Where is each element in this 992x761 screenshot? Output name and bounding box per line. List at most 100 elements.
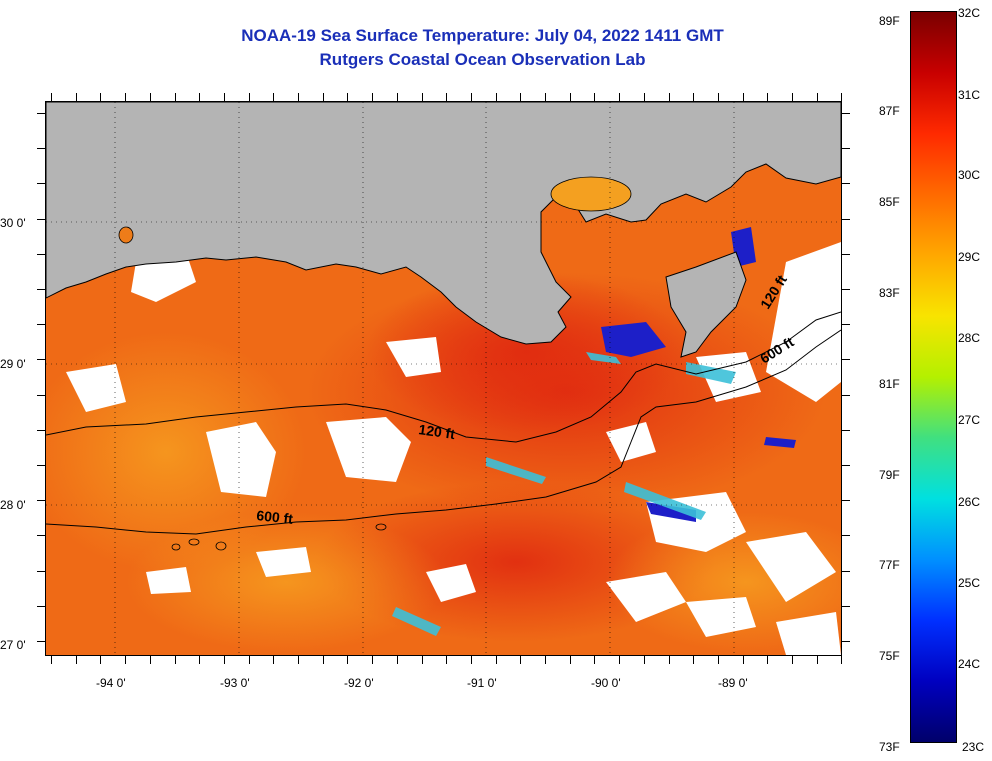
axis-tick	[767, 656, 769, 664]
axis-tick	[149, 93, 151, 101]
axis-tick	[619, 656, 621, 664]
axis-tick	[421, 656, 423, 664]
axis-tick	[273, 93, 275, 101]
axis-tick	[569, 656, 571, 664]
axis-tick	[792, 656, 793, 664]
contour-label-600ft: 600 ft	[256, 507, 294, 527]
axis-tick	[446, 93, 448, 101]
colorbar-label-c: 28C	[958, 331, 981, 345]
axis-tick	[693, 656, 695, 664]
colorbar-label-c: 24C	[958, 657, 981, 671]
axis-tick	[37, 500, 45, 502]
axis-tick	[223, 656, 225, 664]
axis-tick	[495, 656, 497, 664]
axis-tick	[372, 656, 374, 664]
axis-tick	[842, 324, 850, 326]
axis-tick	[199, 93, 201, 101]
axis-tick	[37, 218, 45, 220]
axis-tick	[842, 289, 850, 290]
axis-tick	[37, 183, 45, 185]
axis-tick	[842, 394, 850, 396]
axis-tick	[792, 93, 793, 101]
lat-label-27: 27 0'	[0, 638, 26, 652]
axis-tick	[396, 656, 398, 664]
axis-tick	[396, 93, 398, 101]
axis-tick	[841, 93, 843, 101]
colorbar-label-c: 27C	[958, 413, 981, 427]
lat-label-28: 28 0'	[0, 498, 26, 512]
axis-tick	[37, 465, 45, 466]
axis-tick	[223, 93, 225, 101]
axis-tick	[347, 656, 349, 664]
axis-tick	[842, 500, 850, 502]
lon-label-91: -91 0'	[467, 676, 497, 690]
axis-tick	[842, 113, 850, 114]
axis-tick	[520, 656, 522, 664]
axis-tick	[594, 656, 596, 664]
axis-tick	[248, 93, 250, 101]
axis-tick	[100, 656, 102, 664]
map-subtitle: Rutgers Coastal Ocean Observation Lab	[319, 50, 646, 69]
axis-tick	[37, 359, 45, 361]
colorbar-label-c: 32C	[958, 6, 981, 20]
lon-label-94: -94 0'	[96, 676, 126, 690]
axis-tick	[717, 93, 719, 101]
colorbar-label-c: 23C	[962, 740, 985, 754]
axis-tick	[668, 93, 670, 101]
axis-tick	[322, 93, 324, 101]
contour-label-120ft: 120 ft	[418, 421, 457, 442]
lat-label-29: 29 0'	[0, 357, 26, 371]
axis-tick	[199, 656, 201, 664]
axis-tick	[842, 429, 850, 431]
axis-tick	[842, 253, 850, 255]
contour-120ft	[46, 311, 841, 443]
axis-tick	[816, 656, 818, 664]
axis-tick	[717, 656, 719, 664]
axis-tick	[446, 656, 448, 664]
axis-tick	[842, 641, 850, 642]
axis-tick	[298, 656, 299, 664]
lon-label-92: -92 0'	[344, 676, 374, 690]
axis-tick	[37, 535, 45, 537]
cloud-mask	[66, 242, 841, 655]
axis-tick	[594, 93, 596, 101]
axis-tick	[37, 570, 45, 572]
temperature-colorbar	[910, 11, 957, 743]
colorbar-label-c: 29C	[958, 250, 981, 264]
axis-tick	[273, 656, 275, 664]
axis-tick	[125, 656, 127, 664]
axis-tick	[470, 656, 472, 664]
axis-tick	[51, 656, 52, 664]
axis-tick	[37, 324, 45, 326]
colorbar-label-f: 81F	[879, 377, 900, 391]
axis-tick	[174, 93, 176, 101]
axis-tick	[842, 218, 850, 220]
axis-tick	[37, 289, 45, 290]
axis-tick	[693, 93, 695, 101]
axis-tick	[842, 465, 850, 466]
colorbar-label-c: 31C	[958, 88, 981, 102]
colorbar-label-f: 75F	[879, 649, 900, 663]
lat-lon-grid	[46, 102, 841, 655]
lon-label-90: -90 0'	[591, 676, 621, 690]
axis-tick	[248, 656, 250, 664]
axis-tick	[545, 656, 546, 664]
axis-tick	[372, 93, 374, 101]
axis-tick	[322, 656, 324, 664]
colorbar-label-f: 89F	[879, 14, 900, 28]
map-title: NOAA-19 Sea Surface Temperature: July 04…	[241, 26, 724, 45]
axis-tick	[347, 93, 349, 101]
axis-tick	[75, 656, 77, 664]
axis-tick	[742, 93, 744, 101]
axis-tick	[842, 359, 850, 361]
axis-tick	[37, 605, 45, 607]
lake-area	[550, 176, 632, 212]
axis-tick	[51, 93, 52, 101]
colorbar-label-f: 85F	[879, 195, 900, 209]
colorbar-label-c: 30C	[958, 168, 981, 182]
axis-tick	[545, 93, 546, 101]
colorbar-label-f: 73F	[879, 740, 900, 754]
axis-tick	[569, 93, 571, 101]
axis-tick	[75, 93, 77, 101]
axis-tick	[619, 93, 621, 101]
